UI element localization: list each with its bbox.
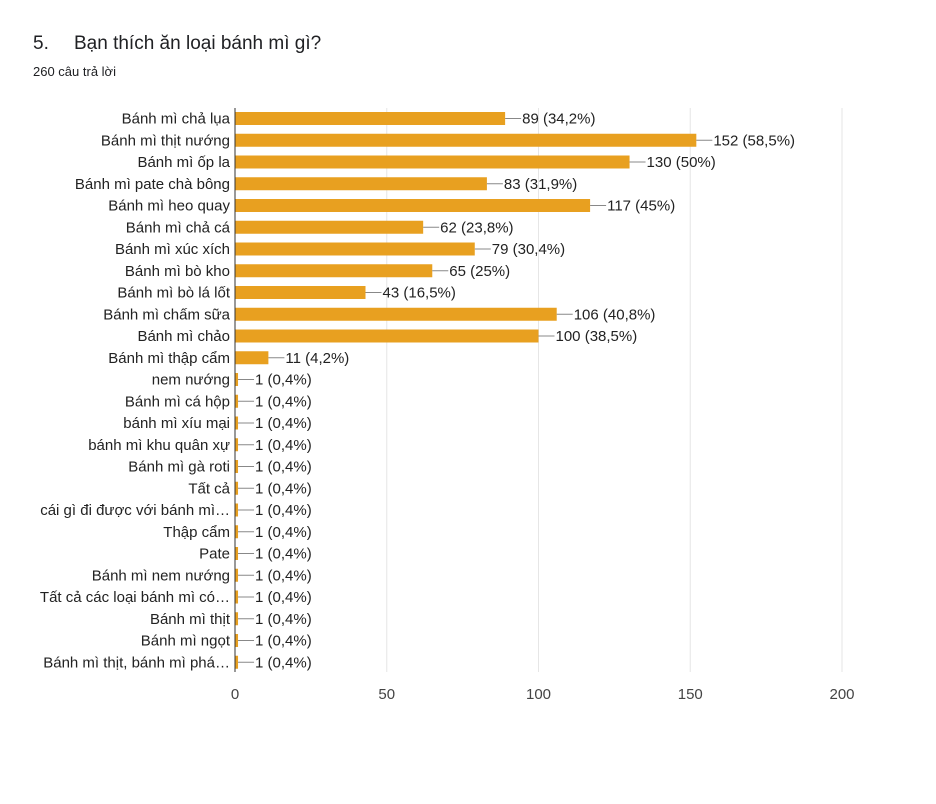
category-label: Bánh mì thịt bbox=[150, 611, 231, 628]
bar bbox=[235, 655, 239, 669]
bar bbox=[235, 286, 366, 299]
category-label: Pate bbox=[199, 546, 230, 563]
bar bbox=[235, 329, 539, 343]
value-label: 79 (30,4%) bbox=[492, 241, 565, 258]
value-label: 1 (0,4%) bbox=[255, 654, 312, 671]
value-label: 1 (0,4%) bbox=[255, 480, 312, 497]
bar bbox=[235, 590, 239, 604]
category-label: nem nướng bbox=[152, 372, 230, 389]
value-label: 62 (23,8%) bbox=[440, 219, 513, 236]
question-title: Bạn thích ăn loại bánh mì gì? bbox=[74, 33, 322, 54]
category-label: Bánh mì heo quay bbox=[108, 198, 230, 215]
x-tick-label: 50 bbox=[378, 686, 395, 703]
category-label: Bánh mì thịt, bánh mì phá… bbox=[43, 654, 230, 671]
category-label: Bánh mì thập cẩm bbox=[108, 350, 230, 367]
bar bbox=[235, 264, 433, 278]
category-label: Bánh mì chấm sữa bbox=[103, 306, 230, 323]
x-tick-label: 150 bbox=[678, 686, 703, 703]
bar bbox=[235, 634, 239, 647]
value-label: 1 (0,4%) bbox=[255, 459, 312, 476]
bar bbox=[235, 568, 239, 582]
bar bbox=[235, 307, 557, 321]
question-number: 5. bbox=[33, 33, 49, 54]
bar bbox=[235, 438, 239, 452]
value-label: 1 (0,4%) bbox=[255, 589, 312, 606]
bar bbox=[235, 481, 239, 495]
value-label: 65 (25%) bbox=[449, 263, 510, 280]
value-label: 1 (0,4%) bbox=[255, 437, 312, 454]
category-label: cái gì đi được với bánh mì… bbox=[40, 502, 230, 519]
value-label: 83 (31,9%) bbox=[504, 176, 577, 193]
value-label: 1 (0,4%) bbox=[255, 415, 312, 432]
x-tick-label: 100 bbox=[526, 686, 551, 703]
value-label: 43 (16,5%) bbox=[383, 285, 456, 302]
value-label: 1 (0,4%) bbox=[255, 611, 312, 628]
bar bbox=[235, 460, 239, 473]
bar bbox=[235, 503, 239, 517]
category-label: Bánh mì bò kho bbox=[125, 263, 230, 280]
value-label: 1 (0,4%) bbox=[255, 633, 312, 650]
category-label: Bánh mì chảo bbox=[137, 328, 230, 345]
category-label: Bánh mì bò lá lốt bbox=[117, 285, 230, 302]
bar bbox=[235, 177, 487, 191]
category-label: Bánh mì chả cá bbox=[126, 219, 231, 236]
bar bbox=[235, 112, 506, 125]
value-label: 1 (0,4%) bbox=[255, 567, 312, 584]
value-label: 1 (0,4%) bbox=[255, 502, 312, 519]
bar bbox=[235, 199, 591, 212]
value-label: 1 (0,4%) bbox=[255, 546, 312, 563]
bar bbox=[235, 416, 239, 430]
x-tick-label: 200 bbox=[829, 686, 854, 703]
category-label: Tất cả bbox=[188, 480, 230, 497]
value-label: 117 (45%) bbox=[607, 198, 675, 215]
value-label: 106 (40,8%) bbox=[574, 306, 656, 323]
bar bbox=[235, 547, 239, 560]
value-label: 1 (0,4%) bbox=[255, 372, 312, 389]
category-label: bánh mì khu quân xự bbox=[88, 437, 230, 454]
value-label: 89 (34,2%) bbox=[522, 111, 595, 128]
bar bbox=[235, 612, 239, 626]
bar bbox=[235, 394, 239, 408]
bar bbox=[235, 351, 269, 365]
category-label: Bánh mì xúc xích bbox=[115, 241, 230, 258]
category-label: Bánh mì cá hộp bbox=[125, 393, 230, 410]
bar bbox=[235, 155, 630, 169]
bar bbox=[235, 133, 697, 147]
value-label: 1 (0,4%) bbox=[255, 524, 312, 541]
category-label: Bánh mì pate chà bông bbox=[75, 176, 230, 193]
bar bbox=[235, 373, 239, 386]
category-label: Tất cả các loại bánh mì có… bbox=[40, 589, 230, 606]
value-label: 1 (0,4%) bbox=[255, 393, 312, 410]
bar bbox=[235, 220, 424, 234]
category-label: Bánh mì thịt nướng bbox=[101, 132, 230, 149]
category-label: Bánh mì chả lụa bbox=[122, 111, 231, 128]
category-label: Bánh mì ốp la bbox=[137, 154, 230, 171]
response-count: 260 câu trả lời bbox=[33, 64, 116, 79]
x-tick-label: 0 bbox=[231, 686, 239, 703]
category-label: Bánh mì gà roti bbox=[128, 459, 230, 476]
value-label: 130 (50%) bbox=[647, 154, 716, 171]
category-label: Thập cẩm bbox=[163, 524, 230, 541]
category-label: Bánh mì nem nướng bbox=[92, 567, 230, 584]
value-label: 152 (58,5%) bbox=[713, 132, 795, 149]
bar bbox=[235, 525, 239, 539]
value-label: 100 (38,5%) bbox=[556, 328, 638, 345]
category-label: Bánh mì ngọt bbox=[141, 633, 231, 650]
category-label: bánh mì xíu mại bbox=[123, 415, 230, 432]
value-label: 11 (4,2%) bbox=[285, 350, 349, 367]
bar bbox=[235, 242, 475, 256]
